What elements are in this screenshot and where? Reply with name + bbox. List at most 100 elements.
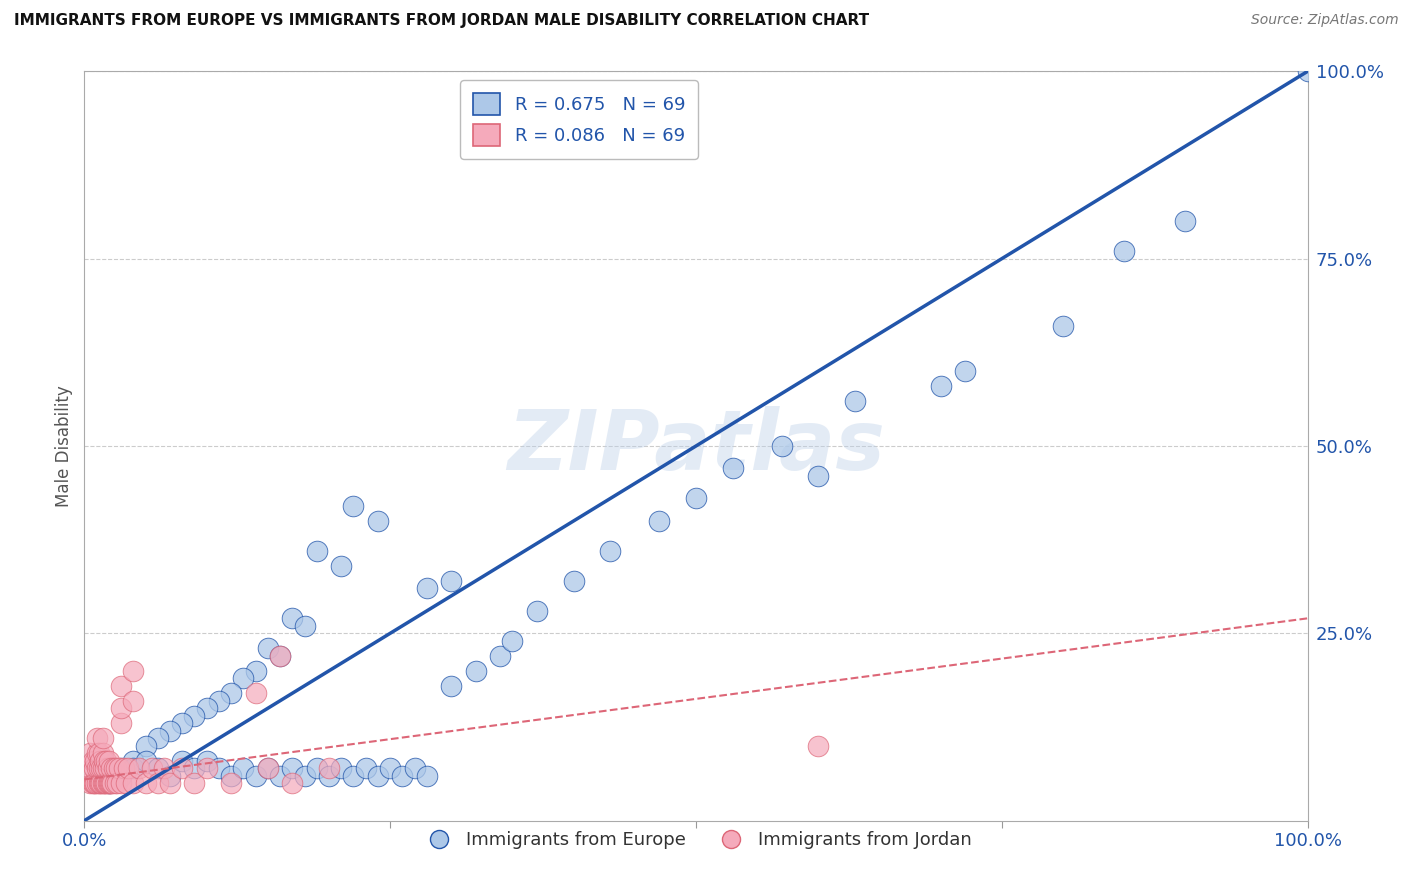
Point xyxy=(1174,214,1197,228)
Point xyxy=(84,754,107,768)
Point xyxy=(526,604,548,618)
Point xyxy=(367,769,389,783)
Point xyxy=(122,664,145,678)
Point xyxy=(219,769,242,783)
Point xyxy=(90,761,112,775)
Point xyxy=(953,364,976,378)
Point xyxy=(122,776,145,790)
Point xyxy=(97,776,120,790)
Text: Source: ZipAtlas.com: Source: ZipAtlas.com xyxy=(1251,13,1399,28)
Point xyxy=(844,394,866,409)
Point xyxy=(354,761,377,775)
Point xyxy=(86,776,108,790)
Point xyxy=(562,574,585,588)
Point xyxy=(208,761,231,775)
Point xyxy=(135,754,157,768)
Point xyxy=(318,769,340,783)
Point xyxy=(770,439,793,453)
Point xyxy=(100,761,122,775)
Point xyxy=(489,648,512,663)
Point xyxy=(110,776,132,790)
Point xyxy=(98,776,121,790)
Point xyxy=(929,379,952,393)
Point xyxy=(269,769,291,783)
Point xyxy=(110,679,132,693)
Point xyxy=(79,776,101,790)
Point xyxy=(90,776,112,790)
Point xyxy=(122,754,145,768)
Point xyxy=(87,746,110,760)
Point xyxy=(94,776,117,790)
Point xyxy=(245,664,267,678)
Point xyxy=(257,761,280,775)
Point xyxy=(135,776,157,790)
Point xyxy=(82,754,104,768)
Point xyxy=(440,574,463,588)
Point xyxy=(1114,244,1136,259)
Point xyxy=(87,761,110,775)
Point xyxy=(281,611,304,625)
Point xyxy=(440,679,463,693)
Point xyxy=(502,633,524,648)
Point xyxy=(83,761,105,775)
Point xyxy=(112,761,135,775)
Point xyxy=(294,619,316,633)
Point xyxy=(183,776,205,790)
Point xyxy=(128,761,150,775)
Point xyxy=(107,761,129,775)
Point xyxy=(97,776,120,790)
Point xyxy=(101,776,124,790)
Point xyxy=(110,761,132,775)
Text: IMMIGRANTS FROM EUROPE VS IMMIGRANTS FROM JORDAN MALE DISABILITY CORRELATION CHA: IMMIGRANTS FROM EUROPE VS IMMIGRANTS FRO… xyxy=(14,13,869,29)
Point xyxy=(97,761,120,775)
Point xyxy=(86,731,108,746)
Point xyxy=(807,469,830,483)
Point xyxy=(100,776,122,790)
Legend: Immigrants from Europe, Immigrants from Jordan: Immigrants from Europe, Immigrants from … xyxy=(413,824,979,856)
Point xyxy=(91,746,114,760)
Point xyxy=(232,761,254,775)
Point xyxy=(330,761,353,775)
Point xyxy=(110,701,132,715)
Point xyxy=(257,761,280,775)
Point xyxy=(110,769,132,783)
Point xyxy=(195,701,218,715)
Point xyxy=(416,582,439,596)
Point xyxy=(96,754,118,768)
Point xyxy=(159,723,181,738)
Point xyxy=(84,776,107,790)
Point xyxy=(89,776,111,790)
Point xyxy=(103,761,125,775)
Point xyxy=(86,761,108,775)
Point xyxy=(599,544,621,558)
Point xyxy=(219,776,242,790)
Point xyxy=(87,776,110,790)
Point xyxy=(93,754,115,768)
Point xyxy=(367,514,389,528)
Point xyxy=(380,761,402,775)
Point xyxy=(294,769,316,783)
Point xyxy=(91,731,114,746)
Text: ZIPatlas: ZIPatlas xyxy=(508,406,884,486)
Point xyxy=(305,761,328,775)
Point xyxy=(91,761,114,775)
Point xyxy=(391,769,413,783)
Point xyxy=(183,761,205,775)
Point xyxy=(245,769,267,783)
Point xyxy=(110,716,132,731)
Point xyxy=(79,746,101,760)
Point xyxy=(141,761,163,775)
Point xyxy=(97,776,120,790)
Point xyxy=(159,776,181,790)
Point xyxy=(195,761,218,775)
Point xyxy=(281,776,304,790)
Point xyxy=(318,761,340,775)
Point xyxy=(159,769,181,783)
Point xyxy=(269,648,291,663)
Point xyxy=(404,761,426,775)
Point xyxy=(117,761,139,775)
Point xyxy=(82,776,104,790)
Point xyxy=(208,694,231,708)
Point xyxy=(342,499,364,513)
Point xyxy=(93,776,115,790)
